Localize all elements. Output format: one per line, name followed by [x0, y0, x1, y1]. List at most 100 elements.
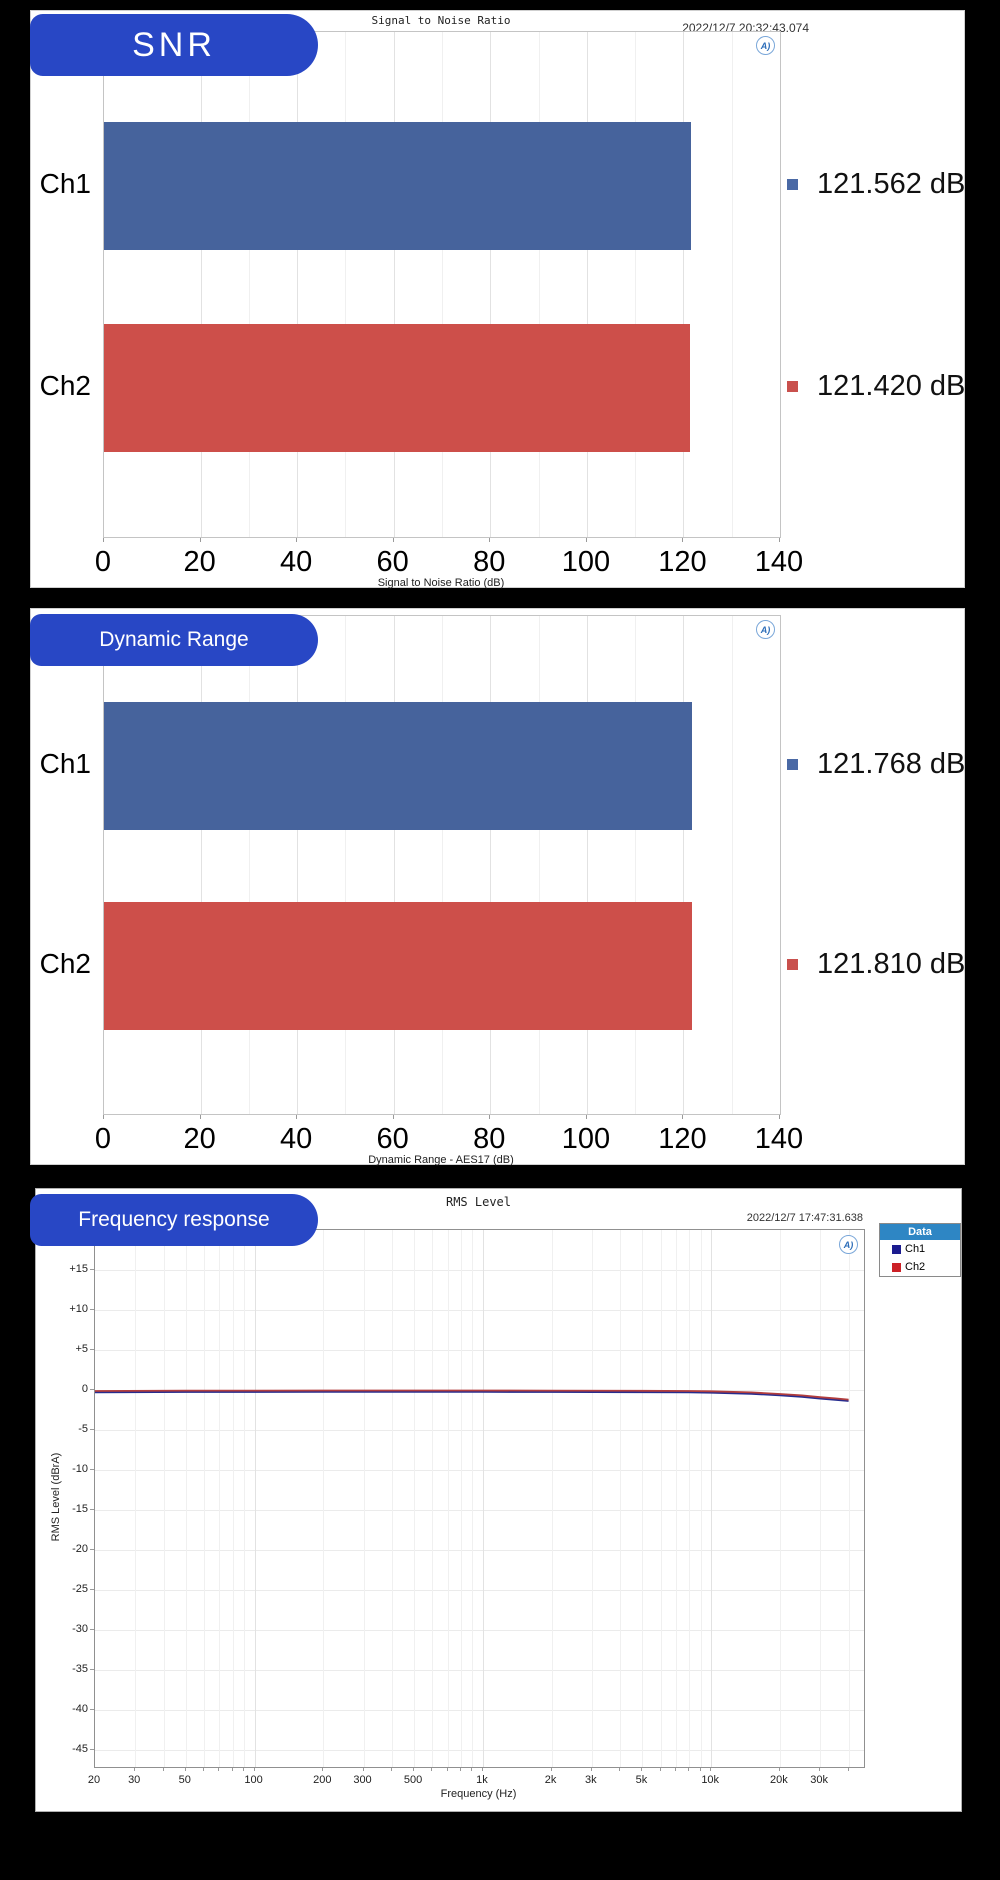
snr-plot-area: A)	[103, 31, 781, 538]
ch2-value-marker	[787, 381, 798, 392]
y-tick-label: -35	[72, 1663, 88, 1675]
gridline	[711, 1230, 713, 1767]
x-tick-label: 3k	[584, 1774, 597, 1786]
gridline	[95, 1430, 864, 1431]
x-tick-label: 80	[473, 546, 506, 578]
gridline	[248, 616, 250, 1114]
x-axis-tick	[847, 1768, 849, 1771]
gridline	[642, 1230, 644, 1767]
gridline	[392, 1230, 393, 1767]
ch1-bar	[104, 122, 691, 250]
x-axis-tick	[619, 1768, 621, 1771]
gridline	[700, 1230, 702, 1767]
y-tick-label: -25	[72, 1583, 88, 1595]
x-axis-tick	[103, 1115, 104, 1119]
gridline	[363, 1230, 365, 1767]
category-label-ch1: Ch1	[39, 748, 91, 779]
y-axis-tick	[90, 1709, 94, 1710]
gridline	[683, 32, 685, 537]
y-tick-label: 0	[81, 1383, 88, 1395]
ap-logo-text: A)	[760, 624, 771, 635]
x-axis-tick	[585, 1115, 587, 1119]
x-tick-label: 60	[376, 1123, 409, 1155]
gridline	[591, 1230, 593, 1767]
category-label-ch2: Ch2	[39, 948, 91, 979]
gridline	[442, 616, 443, 1114]
x-axis-tick	[362, 1768, 364, 1771]
chart-title: RMS Level	[445, 1195, 512, 1209]
ch2-value-marker	[787, 959, 798, 970]
x-tick-label: 0	[94, 1123, 112, 1155]
ch2-legend-swatch	[892, 1262, 901, 1272]
gridline	[447, 1230, 449, 1767]
ch1-legend-label: Ch1	[905, 1243, 926, 1255]
dynamic-range-badge-label: Dynamic Range	[99, 628, 249, 651]
x-axis-label: Frequency (Hz)	[440, 1788, 517, 1800]
ap-logo-icon: A)	[839, 1235, 858, 1254]
x-axis-tick	[641, 1768, 643, 1771]
y-axis-tick	[90, 1629, 94, 1630]
snr-badge: SNR	[30, 14, 318, 76]
x-tick-label: 40	[279, 546, 313, 578]
gridline	[95, 1310, 864, 1311]
category-label-ch2: Ch2	[39, 370, 91, 401]
legend-header: Data	[880, 1224, 960, 1240]
x-tick-label: 20	[87, 1774, 101, 1786]
gridline	[244, 1230, 246, 1767]
ch2-value-label: 121.810 dB	[817, 948, 966, 980]
gridline	[635, 32, 637, 537]
x-axis-tick	[481, 1768, 483, 1771]
ap-logo-icon: A)	[756, 620, 775, 639]
x-axis-tick	[184, 1768, 186, 1771]
x-tick-label: 140	[754, 546, 804, 578]
gridline	[848, 1230, 850, 1767]
ap-logo-icon: A)	[756, 36, 775, 55]
frequency-response-chart-panel: RMS Level 2022/12/7 17:47:31.638 A) RMS …	[35, 1188, 962, 1812]
gridline	[232, 1230, 234, 1767]
x-axis-tick	[392, 538, 394, 542]
rms-level-plot-area: A)	[94, 1229, 865, 1768]
x-axis-tick	[202, 1768, 204, 1771]
x-tick-label: 100	[244, 1774, 263, 1786]
x-axis-tick	[779, 538, 780, 542]
gridline	[203, 1230, 205, 1767]
gridline	[731, 32, 733, 537]
x-axis-tick	[199, 538, 201, 542]
x-axis-tick	[218, 1768, 220, 1771]
x-tick-label: 60	[376, 546, 409, 578]
gridline	[297, 616, 299, 1114]
x-tick-label: 140	[754, 1123, 804, 1155]
ch1-curve	[95, 1390, 849, 1402]
gridline	[200, 32, 202, 537]
gridline	[820, 1230, 822, 1767]
ch2-curve	[95, 1389, 849, 1401]
gridline	[460, 1230, 462, 1767]
x-axis-tick	[819, 1768, 821, 1771]
legend: Data Ch1 Ch2	[879, 1223, 961, 1277]
x-axis-tick	[590, 1768, 592, 1771]
x-tick-label: 500	[403, 1774, 423, 1786]
snr-chart-panel: Signal to Noise Ratio 2022/12/7 20:32:43…	[30, 10, 965, 589]
x-axis-tick	[391, 1768, 392, 1771]
x-tick-label: 2k	[544, 1774, 557, 1786]
gridline	[414, 1230, 416, 1767]
y-tick-label: -10	[72, 1463, 88, 1475]
x-axis-tick	[296, 1115, 298, 1119]
x-axis-tick	[550, 1768, 552, 1771]
gridline	[200, 616, 202, 1114]
gridline	[675, 1230, 677, 1767]
x-axis-tick	[659, 1768, 661, 1771]
x-axis-label: Dynamic Range - AES17 (dB)	[368, 1154, 514, 1166]
x-tick-label: 120	[658, 546, 707, 578]
frequency-response-badge-label: Frequency response	[78, 1208, 270, 1231]
gridline	[472, 1230, 474, 1767]
y-axis-tick	[90, 1749, 94, 1750]
x-tick-label: 40	[279, 1123, 313, 1155]
x-axis-tick	[296, 538, 298, 542]
y-axis-tick	[90, 1509, 94, 1510]
x-tick-label: 200	[313, 1774, 332, 1786]
gridline	[323, 1230, 325, 1767]
y-axis-tick	[90, 1389, 94, 1390]
gridline	[219, 1230, 221, 1767]
ap-logo-text: A)	[760, 40, 771, 51]
